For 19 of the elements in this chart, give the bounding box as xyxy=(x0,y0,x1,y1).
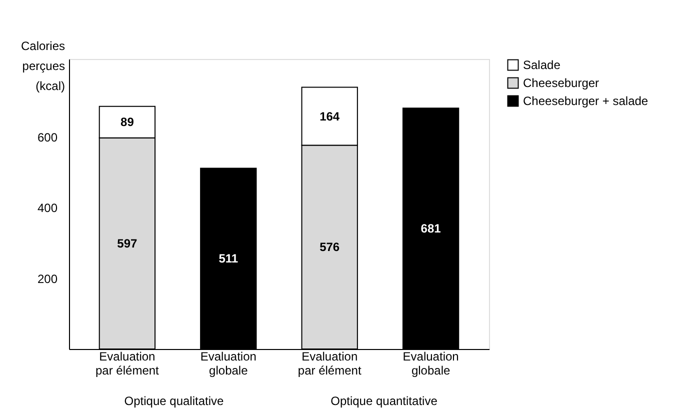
legend-label: Salade xyxy=(523,58,561,72)
y-tick-label: 400 xyxy=(37,201,58,216)
text: Optique qualitative xyxy=(124,394,224,408)
data-label: 511 xyxy=(218,252,238,266)
y-axis-title: Calories perçues (kcal) xyxy=(20,39,65,93)
x-tick-label: Evaluation par élément xyxy=(298,350,362,378)
y-tick-label: 600 xyxy=(37,130,58,144)
y-tick-label: 200 xyxy=(37,272,58,286)
legend-label: Cheeseburger xyxy=(523,76,600,90)
data-label: 164 xyxy=(320,109,340,124)
data-label: 89 xyxy=(120,115,134,130)
text: Optique quantitative xyxy=(330,394,438,408)
x-tick-label: Evaluation globale xyxy=(200,350,256,378)
x-tick-label: Evaluation par élément xyxy=(96,350,160,378)
data-label: 597 xyxy=(117,236,138,250)
x-tick-label: Evaluation globale xyxy=(402,350,459,378)
legend-label: Cheeseburger + salade xyxy=(523,94,648,108)
data-label: 576 xyxy=(320,240,340,254)
data-label: 681 xyxy=(420,222,442,236)
